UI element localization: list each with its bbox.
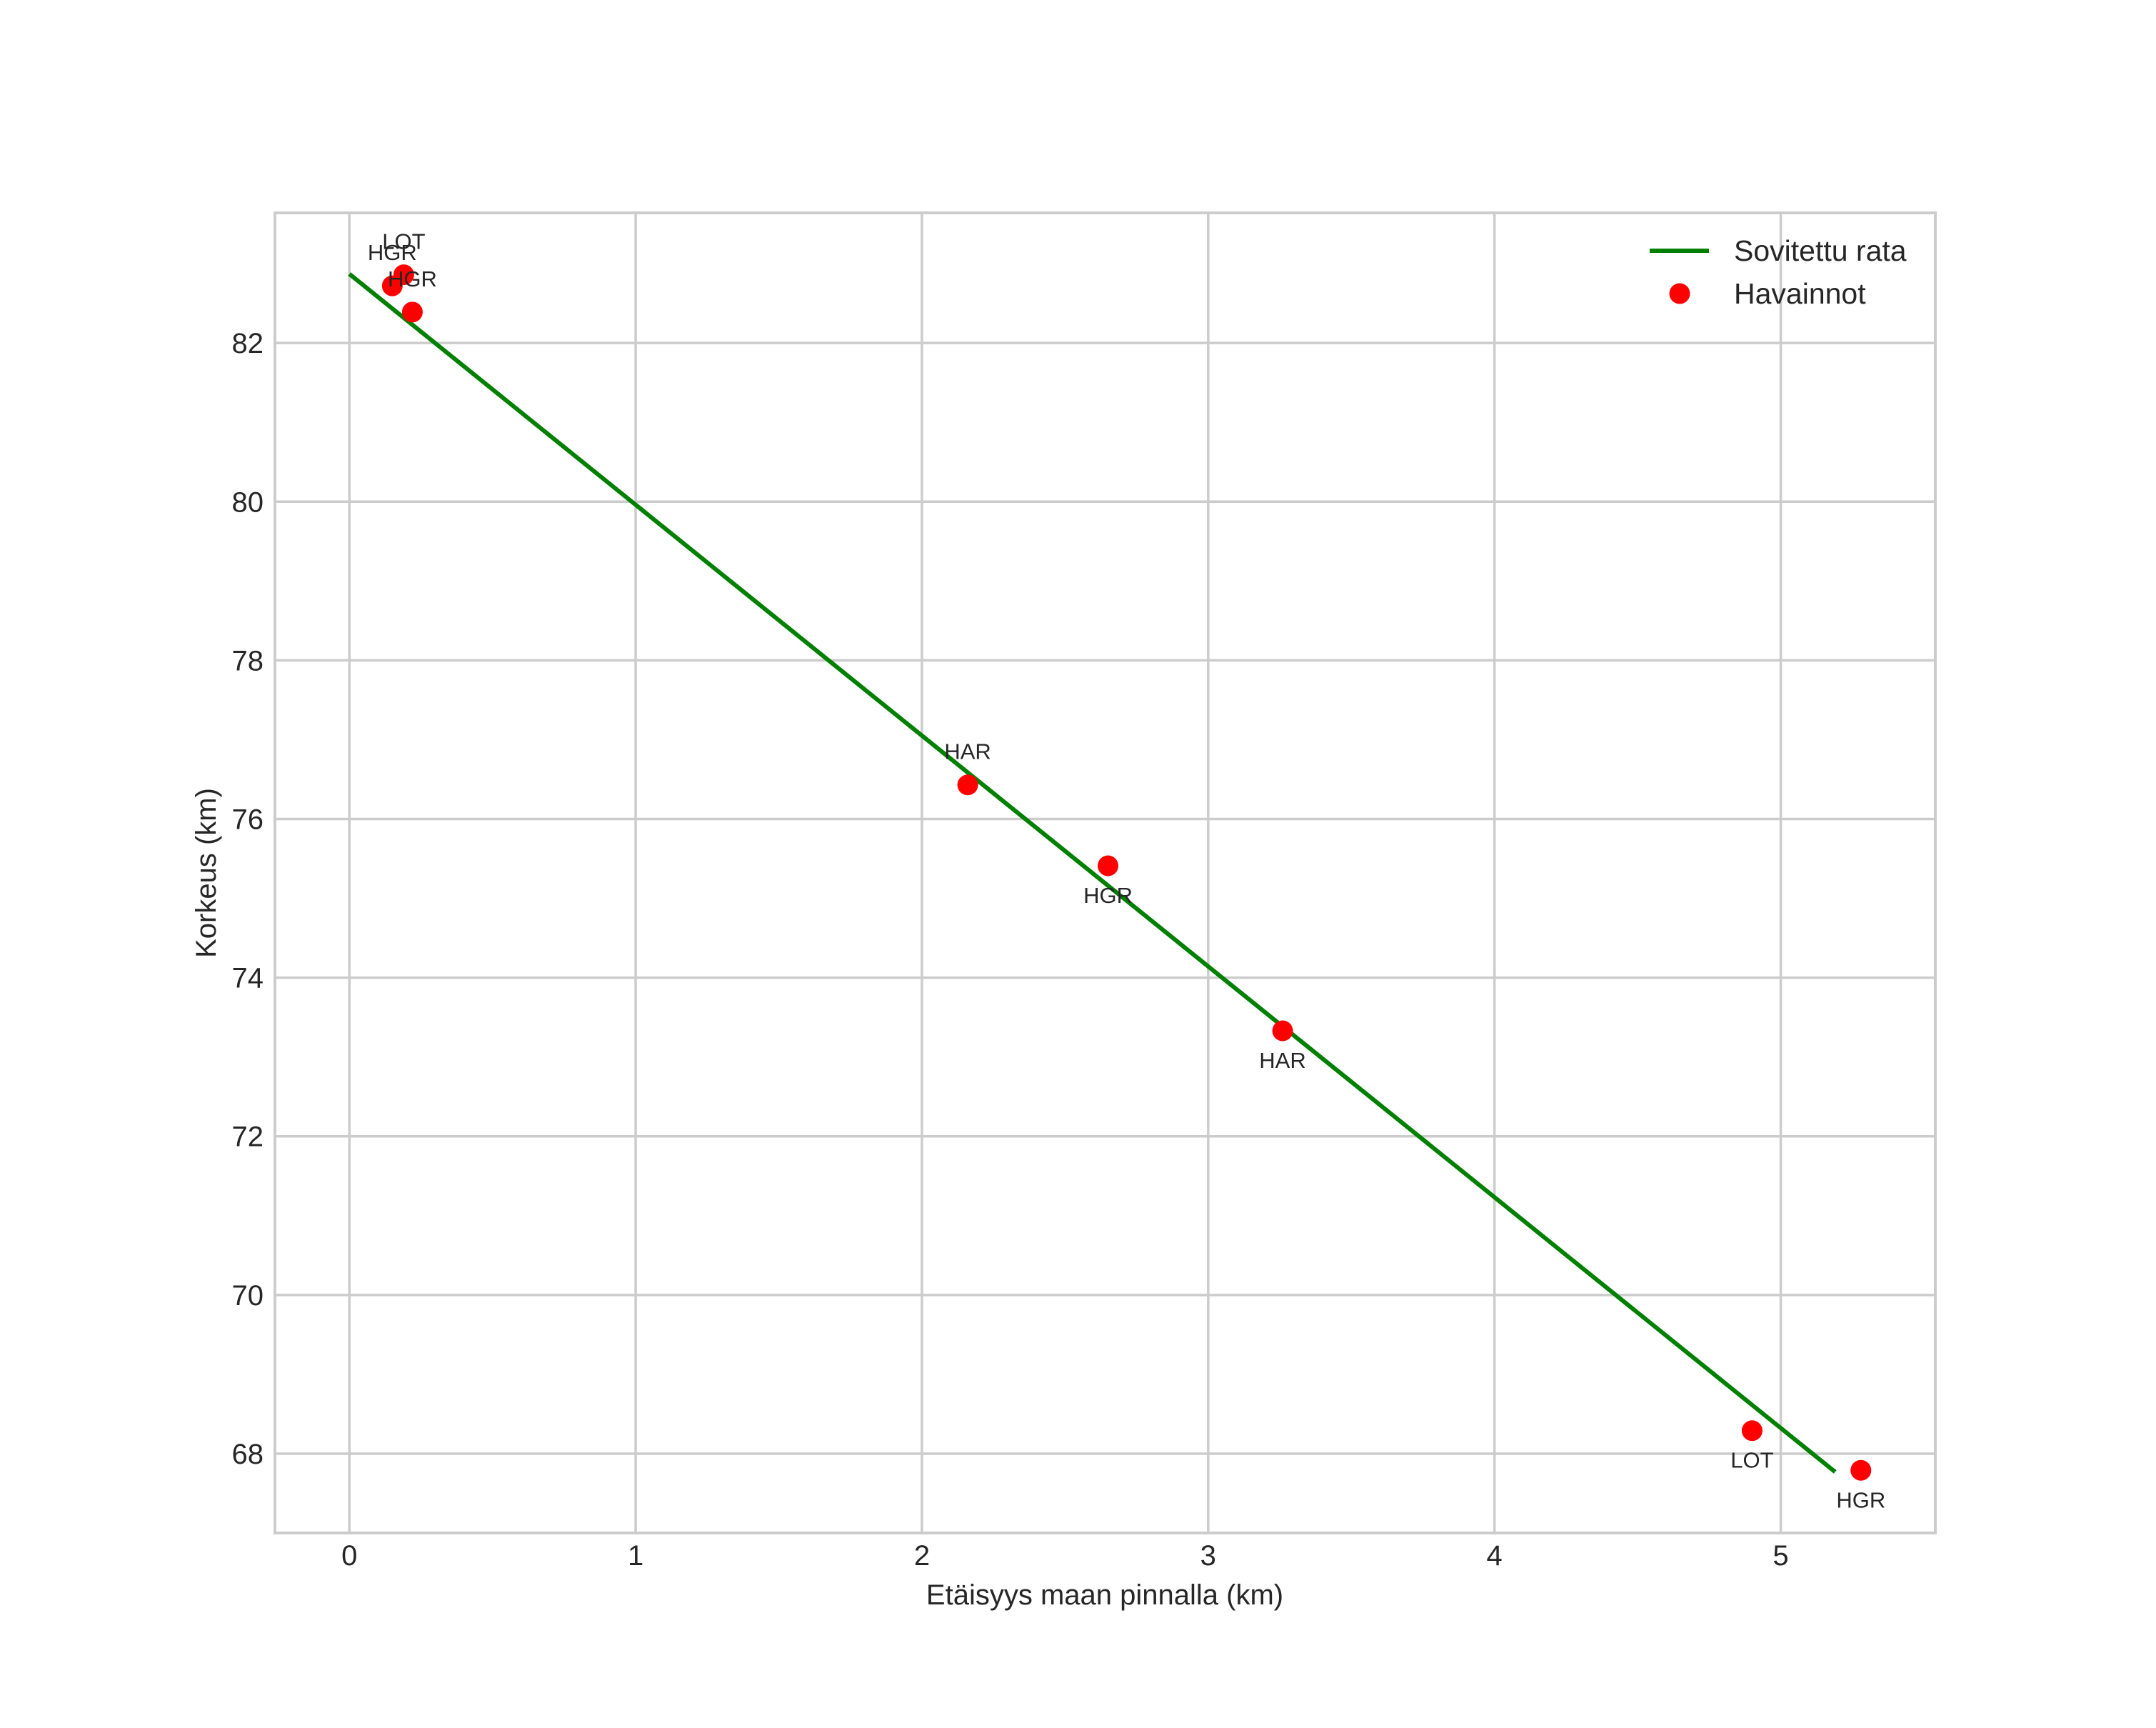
x-tick-labels: 0 1 2 3 4 5 bbox=[341, 1540, 1789, 1572]
series-layer bbox=[348, 264, 1872, 1481]
y-tick-labels: 68 70 72 74 76 78 80 82 bbox=[232, 328, 264, 1470]
legend: Sovitettu rata Havainnot bbox=[1650, 234, 1907, 310]
legend-label-observations: Havainnot bbox=[1734, 277, 1866, 310]
station-label: HAR bbox=[1259, 1048, 1305, 1073]
observation-point bbox=[401, 301, 423, 323]
x-axis-label: Etäisyys maan pinnalla (km) bbox=[926, 1579, 1283, 1611]
legend-item-fit-line: Sovitettu rata bbox=[1650, 234, 1907, 267]
axes-frame bbox=[274, 211, 1937, 1534]
x-tick-label: 0 bbox=[341, 1540, 357, 1572]
legend-item-observations: Havainnot bbox=[1669, 277, 1866, 310]
station-label: LOT bbox=[382, 229, 425, 254]
station-label: HGR bbox=[368, 240, 417, 265]
x-tick-label: 3 bbox=[1200, 1540, 1216, 1572]
y-tick-label: 72 bbox=[232, 1122, 264, 1153]
station-label: LOT bbox=[1730, 1448, 1773, 1473]
y-gridlines bbox=[275, 341, 1935, 1455]
station-label: HGR bbox=[1836, 1487, 1885, 1512]
y-tick-label: 82 bbox=[232, 328, 264, 359]
observation-point bbox=[1272, 1020, 1293, 1042]
y-axis-label: Korkeus (km) bbox=[191, 788, 222, 958]
y-tick-label: 78 bbox=[232, 645, 264, 676]
station-label: HGR bbox=[1083, 883, 1133, 908]
x-tick-label: 2 bbox=[914, 1540, 930, 1572]
y-tick-label: 80 bbox=[232, 486, 264, 518]
station-label: HAR bbox=[944, 739, 991, 764]
x-tick-label: 5 bbox=[1773, 1540, 1788, 1572]
observation-point bbox=[1850, 1459, 1872, 1481]
dot-swatch-icon bbox=[1669, 283, 1690, 304]
y-tick-label: 68 bbox=[232, 1439, 264, 1470]
observation-point bbox=[1098, 855, 1119, 877]
legend-label-fit-line: Sovitettu rata bbox=[1734, 234, 1907, 267]
station-label: HGR bbox=[388, 266, 437, 291]
y-tick-label: 70 bbox=[232, 1280, 264, 1312]
x-gridlines bbox=[348, 213, 1783, 1533]
x-tick-label: 1 bbox=[628, 1540, 643, 1572]
fit-line bbox=[348, 272, 1837, 1474]
observation-point bbox=[957, 774, 978, 796]
x-tick-label: 4 bbox=[1487, 1540, 1503, 1572]
observation-point bbox=[1741, 1420, 1763, 1442]
y-tick-label: 76 bbox=[232, 804, 264, 835]
observation-point bbox=[381, 275, 403, 296]
y-tick-label: 74 bbox=[232, 963, 264, 994]
